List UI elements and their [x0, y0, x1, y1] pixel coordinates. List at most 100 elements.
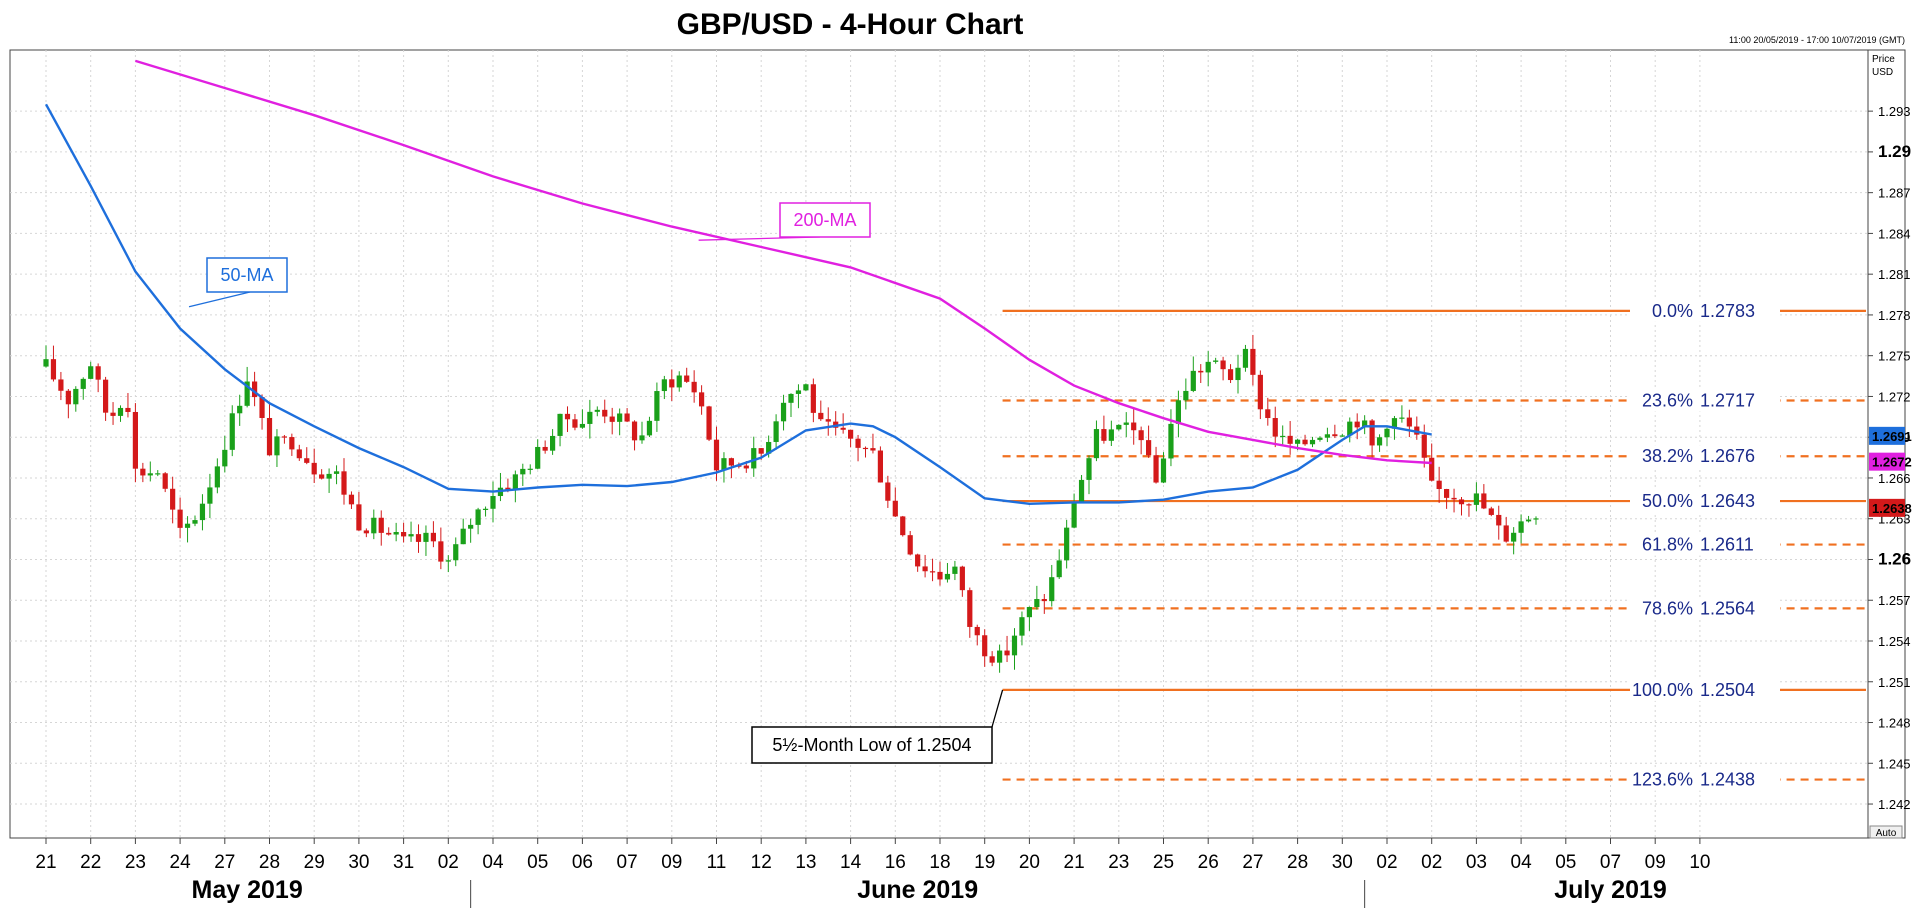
candle-body [1168, 423, 1174, 459]
candle [266, 403, 273, 456]
candle-body [1466, 504, 1472, 506]
y-tick-label: 1.281 [1878, 267, 1911, 282]
fib-level-value: 1.2717 [1700, 391, 1755, 411]
candle [1362, 415, 1368, 435]
x-tick-label: 18 [929, 852, 950, 873]
candle-body [1399, 417, 1405, 419]
candle [579, 409, 585, 429]
candle [1049, 564, 1055, 607]
candle [602, 399, 608, 424]
candle [371, 509, 377, 540]
fib-label-bg [1630, 389, 1780, 412]
y-tick-label: 1.272 [1878, 389, 1911, 404]
candle [684, 367, 690, 383]
candle [1108, 420, 1114, 447]
y-tick-label: 1.26 [1878, 549, 1911, 568]
candle [646, 416, 653, 438]
candle-body [1272, 418, 1278, 437]
x-tick-label: 05 [1555, 852, 1576, 873]
candle-body [1451, 497, 1457, 500]
y-tick-label: 1.266 [1878, 471, 1911, 486]
candle-body [1525, 519, 1532, 522]
candle-body [609, 416, 615, 422]
candle [885, 475, 891, 508]
candle-body [140, 468, 146, 476]
x-tick-label: 23 [1108, 852, 1129, 873]
candle-body [1339, 435, 1345, 437]
candle-body [1093, 429, 1100, 459]
candle-body [639, 435, 645, 441]
candle-body [915, 554, 921, 567]
candle-body [1511, 532, 1517, 542]
candle [110, 402, 116, 425]
x-tick-label: 25 [1153, 852, 1174, 873]
candle-body [348, 494, 355, 505]
candle-body [1369, 420, 1375, 446]
candle-body [333, 471, 340, 474]
candle [296, 444, 302, 461]
candle [162, 472, 168, 493]
candle [1123, 412, 1129, 438]
candle-body [1280, 435, 1286, 438]
candle [974, 624, 980, 646]
candle-body [1332, 434, 1338, 437]
y-tick-label: 1.293 [1878, 104, 1911, 119]
candle-body [989, 656, 995, 663]
candle-body [1108, 429, 1114, 441]
x-tick-label: 16 [885, 852, 906, 873]
candle [557, 413, 563, 447]
candle-body [803, 384, 809, 391]
auto-button[interactable] [1869, 825, 1903, 839]
candle [497, 472, 504, 502]
candle-body [587, 411, 593, 424]
candle-body [706, 406, 712, 440]
candle-body [1041, 599, 1047, 602]
candle [214, 458, 220, 494]
month-label: June 2019 [857, 876, 978, 904]
candle-body [810, 384, 816, 413]
y-tick-label: 1.248 [1878, 716, 1911, 731]
candle-body [1101, 429, 1107, 441]
ma-200-line [135, 59, 1432, 465]
candle [423, 525, 429, 556]
candle [1518, 514, 1524, 544]
candle-body [1265, 409, 1271, 419]
candle [1205, 351, 1211, 387]
candle [1451, 488, 1457, 513]
candle-body [512, 474, 518, 490]
candle-body [319, 474, 325, 479]
fib-level-label: 78.6% [1642, 598, 1693, 618]
candle [706, 405, 712, 442]
candle-body [401, 532, 407, 537]
candle-body [259, 397, 265, 418]
candle-body [527, 468, 533, 470]
candle-body [1123, 422, 1129, 425]
candle [959, 565, 965, 597]
candle [527, 464, 533, 475]
candle-body [73, 388, 79, 405]
candle [1235, 354, 1241, 394]
candle-body [1064, 527, 1070, 561]
candle [408, 521, 414, 542]
candle-body [438, 541, 444, 562]
candle-body [408, 534, 414, 537]
candle [430, 521, 436, 548]
x-tick-label: 05 [527, 852, 548, 873]
candle-body [1481, 493, 1487, 509]
candle [1220, 356, 1226, 381]
fib-level-value: 1.2676 [1700, 446, 1755, 466]
x-tick-label: 27 [214, 852, 235, 873]
candle [155, 470, 161, 477]
x-tick-label: 04 [1511, 852, 1533, 873]
candle-body [1458, 499, 1465, 505]
candle-body [900, 516, 906, 536]
x-tick-label: 21 [1064, 852, 1085, 873]
candle [192, 515, 198, 527]
candle-body [1019, 617, 1025, 636]
candle [1444, 488, 1450, 509]
candle [967, 587, 973, 638]
candle-body [982, 635, 988, 657]
fib-level-label: 123.6% [1632, 770, 1693, 790]
candle-body [862, 447, 869, 450]
